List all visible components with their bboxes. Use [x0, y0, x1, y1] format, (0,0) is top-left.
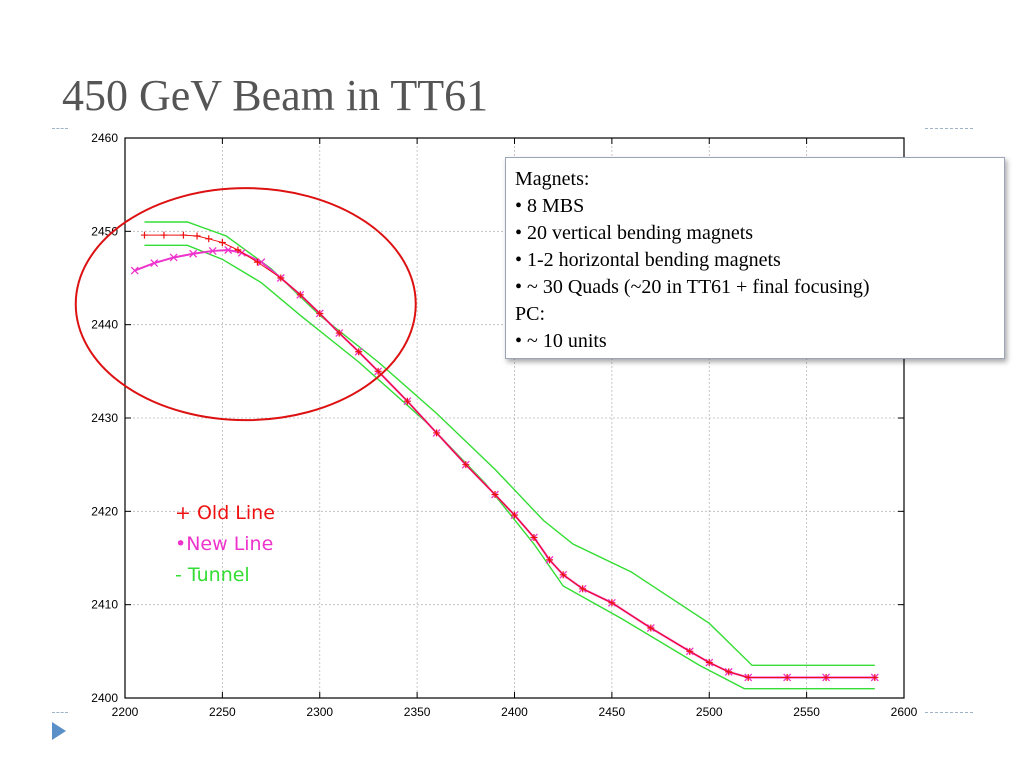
old-line-point — [140, 231, 148, 239]
old-line-point — [277, 274, 285, 282]
new-line-point — [150, 259, 159, 268]
old-line-point — [355, 348, 363, 356]
footer-divider-left — [52, 712, 68, 713]
next-slide-arrow-icon[interactable] — [52, 722, 66, 740]
old-line-point — [335, 329, 343, 337]
plot-frame — [124, 137, 905, 699]
info-line: • 8 MBS — [515, 195, 585, 217]
old-line-point — [822, 673, 830, 681]
title-divider-right — [925, 128, 973, 129]
old-line-point — [608, 599, 616, 607]
x-tick-label: 2200 — [112, 705, 139, 719]
new-line-point — [208, 246, 217, 255]
new-line-point — [257, 258, 266, 267]
x-tick-label: 2600 — [891, 705, 918, 719]
y-tick-label: 2400 — [91, 691, 118, 705]
footer-divider-right — [925, 712, 973, 713]
old-line-point — [296, 291, 304, 299]
tunnel-wall-line — [144, 221, 875, 667]
old-line-point — [559, 571, 567, 579]
old-line-point — [193, 232, 201, 240]
old-line-point — [546, 556, 554, 564]
old-line-point — [253, 258, 261, 266]
new-line-point — [169, 253, 178, 262]
old-line-point — [871, 673, 879, 681]
info-line: Magnets: — [515, 168, 590, 190]
old-line-series — [144, 234, 875, 678]
x-tick-label: 2550 — [793, 705, 820, 719]
old-line-point — [234, 246, 242, 254]
new-line-point — [130, 266, 139, 275]
title-divider-left — [52, 128, 68, 129]
new-line-point — [189, 249, 198, 258]
info-line: • ~ 10 units — [515, 330, 607, 352]
legend-new-line: •New Line — [175, 533, 274, 555]
x-tick-label: 2300 — [306, 705, 333, 719]
info-line: • ~ 30 Quads (~20 in TT61 + final focusi… — [515, 276, 870, 298]
page-title: 450 GeV Beam in TT61 — [62, 71, 489, 120]
old-line-point — [433, 429, 441, 437]
x-tick-label: 2400 — [501, 705, 528, 719]
old-line-point — [179, 231, 187, 239]
info-line: PC: — [515, 303, 546, 325]
legend-old-line: + Old Line — [175, 502, 275, 524]
old-line-point — [374, 367, 382, 375]
x-tick-label: 2500 — [696, 705, 723, 719]
old-line-point — [647, 624, 655, 632]
old-line-point — [783, 673, 791, 681]
old-line-point — [530, 533, 538, 541]
highlight-ellipse — [74, 187, 417, 422]
magnets-info-box: Magnets: • 8 MBS • 20 vertical bending m… — [505, 157, 1005, 359]
y-tick-label: 2460 — [91, 131, 118, 145]
old-line-point — [744, 673, 752, 681]
y-tick-label: 2450 — [91, 224, 118, 238]
old-line-point — [218, 239, 226, 247]
old-line-point — [511, 511, 518, 519]
new-line-point — [224, 246, 233, 254]
old-line-point — [160, 231, 168, 239]
y-tick-label: 2410 — [91, 598, 118, 612]
old-line-point — [491, 491, 499, 499]
info-line: • 20 vertical bending magnets — [515, 222, 754, 244]
old-line-point — [705, 659, 713, 667]
legend-tunnel: - Tunnel — [175, 564, 250, 586]
old-line-point — [205, 235, 213, 243]
old-line-point — [579, 585, 587, 593]
old-line-point — [462, 461, 470, 469]
x-tick-label: 2450 — [599, 705, 626, 719]
y-tick-label: 2430 — [91, 411, 118, 425]
old-line-point — [316, 309, 324, 317]
old-line-point — [686, 647, 694, 655]
old-line-point — [725, 668, 733, 676]
x-tick-label: 2250 — [209, 705, 236, 719]
chart-legend: + Old Line •New Line - Tunnel — [175, 498, 275, 591]
old-line-point — [403, 397, 411, 405]
info-line: • 1-2 horizontal bending magnets — [515, 249, 781, 271]
y-tick-label: 2420 — [91, 504, 118, 518]
y-tick-label: 2440 — [91, 318, 118, 332]
x-tick-label: 2350 — [404, 705, 431, 719]
